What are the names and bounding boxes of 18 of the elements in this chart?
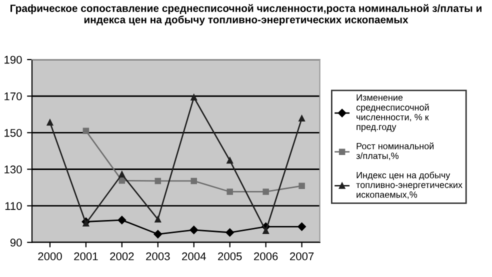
y-tick-label: 190 [4, 56, 22, 64]
x-tick-label: 2004 [182, 252, 206, 260]
y-tick-label: 150 [4, 128, 22, 137]
y-tick-label: 130 [4, 166, 22, 174]
legend-label: Рост номинальной з/платы,% [356, 142, 434, 160]
x-tick-label: 2003 [146, 252, 170, 260]
x-tick-label: 2006 [254, 252, 278, 260]
x-tick-label: 2007 [290, 252, 314, 260]
x-tick-label: 2000 [38, 252, 62, 260]
legend-label: Индекс цен на добычу топливно-энергетических ископаемых,% [356, 172, 462, 199]
y-tick-label: 110 [5, 202, 22, 210]
chart-title: Графическое сопоставление среднесписочной численности,роста номинальной з/платы и индекса цен на добычу топливно-энергетических ископаемых [10, 4, 482, 26]
x-tick-label: 2001 [74, 252, 98, 260]
y-tick-label: 90 [10, 238, 22, 247]
y-tick-label: 170 [4, 92, 22, 100]
x-tick-label: 2005 [218, 252, 242, 260]
x-tick-label: 2002 [110, 252, 134, 260]
legend-label: Изменение среднесписочной численности, % к пред.году [356, 94, 429, 132]
